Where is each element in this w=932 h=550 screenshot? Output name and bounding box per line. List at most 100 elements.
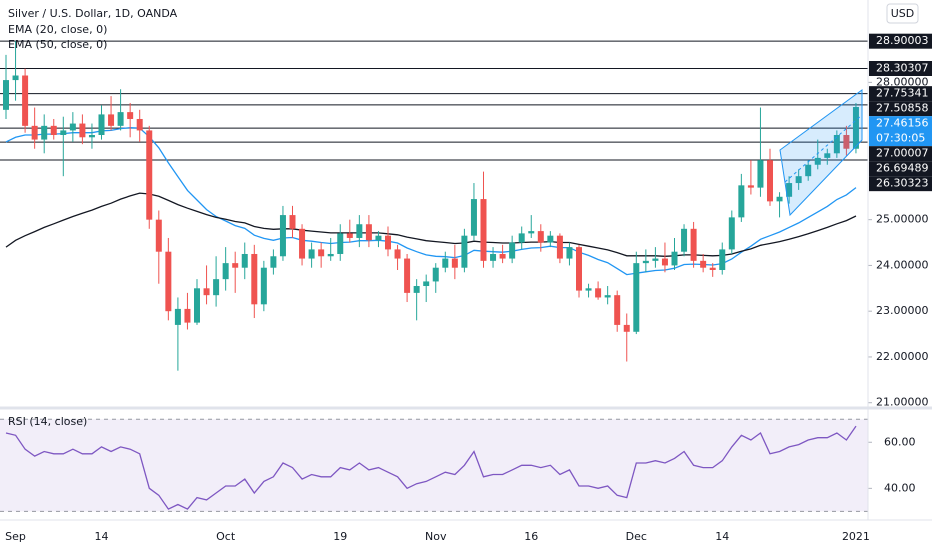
candle-body: [633, 263, 640, 332]
candle-body: [346, 233, 353, 238]
candle-body: [394, 249, 401, 259]
price-label: 27.00007: [876, 147, 929, 160]
candle-body: [652, 258, 659, 261]
candle-body: [136, 118, 143, 131]
price-tick-label: 22.00000: [876, 350, 929, 363]
candle-body: [299, 228, 306, 259]
candle-body: [251, 253, 258, 305]
price-label: 26.30323: [876, 177, 929, 190]
candle-body: [12, 75, 19, 81]
candle-body: [260, 267, 267, 305]
candle-body: [308, 249, 315, 259]
candle-body: [165, 251, 172, 312]
candle-body: [203, 288, 210, 296]
time-label: Sep: [5, 530, 26, 543]
price-label: 27.46156: [876, 117, 929, 130]
candle-body: [556, 235, 563, 259]
candle-body: [470, 199, 477, 236]
candle-body: [747, 185, 754, 188]
candle-body: [232, 263, 239, 268]
rsi-legend: RSI (14, close): [8, 415, 87, 428]
candle-body: [661, 258, 668, 266]
time-label: Nov: [425, 530, 447, 543]
candle-body: [757, 160, 764, 188]
candle-body: [213, 279, 220, 296]
candle-body: [60, 130, 67, 135]
candle-body: [814, 157, 821, 165]
candle-body: [88, 135, 95, 138]
candle-body: [852, 107, 859, 149]
candle-body: [3, 80, 9, 110]
candle-body: [79, 123, 86, 138]
candle-body: [681, 228, 688, 252]
candle-body: [585, 288, 592, 291]
rsi-tick-label: 60.00: [884, 435, 916, 448]
candle-body: [576, 247, 582, 291]
price-tick-label: 24.00000: [876, 258, 929, 271]
price-label-box: [869, 176, 932, 192]
candle-body: [174, 308, 181, 325]
candle-body: [700, 260, 707, 268]
candle-body: [776, 196, 783, 202]
time-label: 14: [715, 530, 729, 543]
candle-body: [413, 286, 420, 293]
candle-body: [184, 308, 191, 323]
price-label: 27.50858: [876, 102, 929, 115]
currency-label[interactable]: USD: [891, 7, 915, 20]
ema50-legend: EMA (50, close, 0): [8, 38, 107, 51]
candle-body: [146, 130, 153, 220]
candle-body: [786, 183, 793, 197]
time-label: Dec: [626, 530, 647, 543]
candle-body: [767, 160, 773, 202]
price-label: 28.30307: [876, 62, 929, 75]
candle-body: [795, 176, 802, 184]
candle-body: [22, 75, 29, 126]
rsi-tick-label: 40.00: [884, 481, 916, 494]
price-label-box: [869, 146, 932, 162]
candle-body: [623, 324, 630, 332]
time-label: 19: [333, 530, 347, 543]
candle-body: [509, 242, 516, 259]
price-tick-label: 28.00000: [876, 75, 929, 88]
candle-body: [423, 281, 430, 287]
price-label: 28.90003: [876, 34, 929, 47]
candle-body: [537, 231, 544, 243]
candle-body: [41, 125, 48, 140]
candle-body: [451, 258, 458, 268]
candle-body: [738, 185, 745, 218]
candle-body: [385, 235, 391, 250]
price-tick-label: 21.00000: [876, 396, 929, 409]
candle-body: [127, 112, 134, 119]
candle-body: [518, 233, 525, 243]
countdown-label: 07:30:05: [876, 132, 925, 145]
candle-body: [833, 135, 840, 154]
ema20-legend: EMA (20, close, 0): [8, 23, 107, 36]
rsi-band: [0, 419, 868, 512]
time-label: 16: [524, 530, 538, 543]
candle-body: [728, 217, 735, 250]
candle-body: [117, 112, 124, 126]
candle-body: [595, 288, 602, 298]
candle-body: [709, 267, 716, 270]
candle-body: [155, 219, 162, 252]
rsi-line: [5, 425, 857, 510]
currency-button[interactable]: [886, 3, 919, 24]
price-label: 26.69489: [876, 162, 929, 175]
candle-body: [824, 153, 831, 158]
candle-body: [547, 235, 554, 243]
candle-body: [805, 164, 812, 177]
candle-body: [108, 114, 115, 126]
candle-body: [461, 235, 468, 268]
candle-body: [98, 114, 105, 135]
candle-body: [671, 251, 678, 266]
channel-midline: [784, 114, 863, 183]
candle-body: [31, 125, 38, 140]
time-label: 2021: [842, 530, 870, 543]
candle-body: [194, 288, 200, 323]
price-label-box: [869, 61, 932, 77]
candle-body: [566, 247, 573, 259]
candle-body: [375, 235, 382, 241]
price-label-box: [869, 86, 932, 102]
